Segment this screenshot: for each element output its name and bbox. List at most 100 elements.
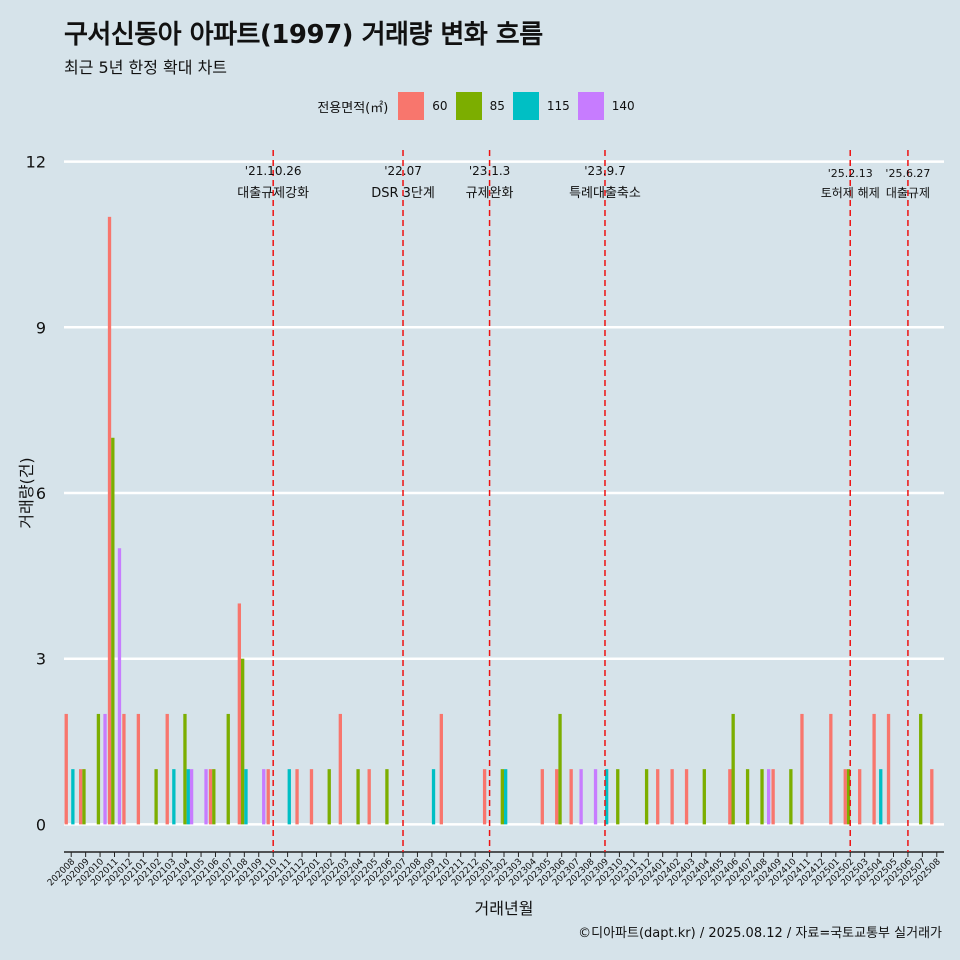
bar-60-202505 (886, 713, 891, 825)
y-tick-label: 9 (36, 318, 46, 337)
bar-115-202008 (71, 769, 75, 825)
bar-85-202507 (919, 713, 923, 825)
bar-60-202305 (540, 769, 544, 825)
legend-item-115: 115 (512, 92, 570, 120)
bar-60-202106 (208, 769, 213, 825)
bar-85-202502 (846, 769, 851, 825)
bar-85-202107 (226, 713, 230, 825)
bar-60-202307 (569, 769, 573, 825)
event-label: 대출규제 (886, 186, 930, 200)
legend-item-60: 60 (398, 92, 448, 120)
bar-140-202307 (579, 769, 583, 825)
bar-60-202210 (439, 713, 443, 825)
legend-item-140: 140 (577, 92, 635, 120)
bar-140-202104 (189, 769, 194, 825)
bar-140-202010 (103, 713, 107, 825)
x-axis-title: 거래년월 (475, 899, 534, 918)
legend-swatch (455, 92, 482, 120)
bar-60-202008 (64, 713, 68, 825)
bar-85-202011 (111, 437, 115, 825)
bar-60-202108 (237, 603, 242, 825)
event-label: 토허제 해제 (821, 186, 880, 200)
legend-swatch (512, 92, 539, 120)
bar-140-202109 (262, 769, 266, 825)
y-tick-label: 12 (26, 153, 46, 172)
bar-85-202206 (385, 769, 389, 825)
bar-85-202406 (731, 713, 735, 825)
bar-60-202112 (295, 769, 299, 825)
bar-85-202202 (327, 769, 331, 825)
bar-85-202404 (702, 769, 706, 825)
bar-140-202105 (204, 769, 208, 825)
bar-60-202306 (555, 769, 559, 825)
event-label: DSR 3단계 (371, 186, 435, 201)
bar-85-202009 (82, 769, 86, 825)
legend-title: 전용면적(㎡) (317, 100, 389, 116)
bar-60-202101 (136, 713, 141, 825)
y-tick-label: 0 (36, 815, 46, 834)
legend-item-85: 85 (455, 92, 505, 120)
bar-115-202209 (431, 769, 436, 825)
y-tick-label: 6 (36, 484, 46, 503)
bar-60-202503 (858, 769, 862, 825)
bar-60-202501 (829, 713, 833, 825)
legend-label: 60 (432, 99, 448, 113)
bar-140-202308 (593, 769, 598, 825)
bar-60-202409 (771, 769, 775, 825)
bar-115-202309 (604, 769, 609, 825)
bar-85-202312 (644, 769, 649, 825)
event-date: '25.2.13 (828, 167, 873, 180)
bar-85-202407 (745, 769, 750, 825)
bar-115-202302 (504, 769, 508, 825)
bar-60-202301 (482, 769, 487, 825)
legend-swatch (577, 92, 604, 120)
chart-title: 구서신동아 아파트(1997) 거래량 변화 흐름 (64, 20, 543, 50)
bar-140-202011 (117, 548, 122, 825)
bar-85-202102 (154, 769, 158, 825)
bar-60-202009 (79, 769, 83, 825)
bar-60-202403 (684, 769, 689, 825)
bar-85-202104 (183, 713, 187, 825)
bar-115-202108 (244, 769, 248, 825)
legend-swatch (398, 92, 425, 120)
event-date: '25.6.27 (885, 167, 930, 180)
chart-subtitle: 최근 5년 한정 확대 차트 (64, 58, 228, 77)
bar-60-202508 (930, 769, 934, 825)
bar-60-202203 (338, 713, 342, 825)
bar-60-202406 (728, 769, 732, 825)
bar-115-202111 (287, 769, 291, 825)
bar-85-202306 (558, 713, 562, 825)
bar-60-202201 (309, 769, 314, 825)
event-date: '22.07 (384, 164, 422, 178)
bar-60-202205 (367, 769, 371, 825)
event-date: '23.1.3 (469, 164, 510, 178)
event-label: 대출규제강화 (237, 186, 309, 201)
bar-85-202106 (212, 769, 216, 825)
event-date: '21.10.26 (245, 164, 302, 178)
bar-60-202012 (122, 713, 126, 825)
bar-85-202310 (616, 769, 620, 825)
event-date: '23.9.7 (584, 164, 625, 178)
bar-60-202401 (656, 769, 660, 825)
bar-85-202204 (356, 769, 360, 825)
event-label: 특례대출축소 (569, 186, 641, 201)
bar-60-202502 (843, 769, 847, 825)
legend-label: 115 (546, 99, 570, 113)
bar-85-202010 (96, 713, 101, 825)
bar-60-202402 (670, 769, 674, 825)
bar-115-202103 (172, 769, 176, 825)
legend-label: 85 (489, 99, 505, 113)
bar-60-202504 (872, 713, 876, 825)
bar-60-202011 (107, 216, 112, 825)
event-label: 규제완화 (466, 186, 514, 201)
source-caption: ©디아파트(dapt.kr) / 2025.08.12 / 자료=국토교통부 실… (578, 926, 942, 941)
y-tick-label: 3 (36, 650, 46, 669)
bar-85-202410 (789, 769, 793, 825)
y-axis-title: 거래량(건) (17, 457, 36, 528)
bar-60-202103 (165, 713, 169, 825)
legend-label: 140 (611, 99, 635, 113)
bar-60-202411 (800, 713, 804, 825)
bar-85-202302 (500, 769, 504, 825)
bar-85-202108 (241, 658, 245, 825)
